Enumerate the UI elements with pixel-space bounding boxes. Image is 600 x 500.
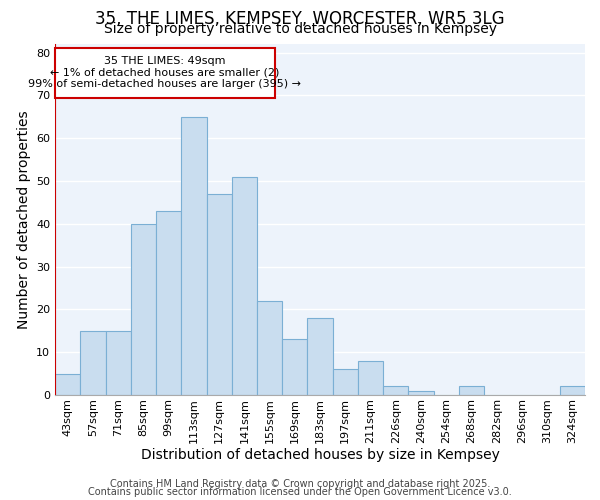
Bar [358,361,383,395]
Bar [257,301,282,395]
Bar [333,370,358,395]
Text: 35 THE LIMES: 49sqm
← 1% of detached houses are smaller (2)
99% of semi-detached: 35 THE LIMES: 49sqm ← 1% of detached hou… [28,56,301,90]
FancyBboxPatch shape [55,48,275,98]
Bar [560,386,585,395]
Text: Contains public sector information licensed under the Open Government Licence v3: Contains public sector information licen… [88,487,512,497]
Bar [131,224,156,395]
Bar [55,374,80,395]
Bar [459,386,484,395]
Bar [181,117,206,395]
Bar [232,176,257,395]
Bar [80,331,106,395]
Text: Size of property relative to detached houses in Kempsey: Size of property relative to detached ho… [104,22,497,36]
X-axis label: Distribution of detached houses by size in Kempsey: Distribution of detached houses by size … [140,448,500,462]
Bar [307,318,333,395]
Text: Contains HM Land Registry data © Crown copyright and database right 2025.: Contains HM Land Registry data © Crown c… [110,479,490,489]
Text: 35, THE LIMES, KEMPSEY, WORCESTER, WR5 3LG: 35, THE LIMES, KEMPSEY, WORCESTER, WR5 3… [95,10,505,28]
Y-axis label: Number of detached properties: Number of detached properties [17,110,31,329]
Bar [282,340,307,395]
Bar [106,331,131,395]
Bar [409,391,434,395]
Bar [206,194,232,395]
Bar [156,211,181,395]
Bar [383,386,409,395]
